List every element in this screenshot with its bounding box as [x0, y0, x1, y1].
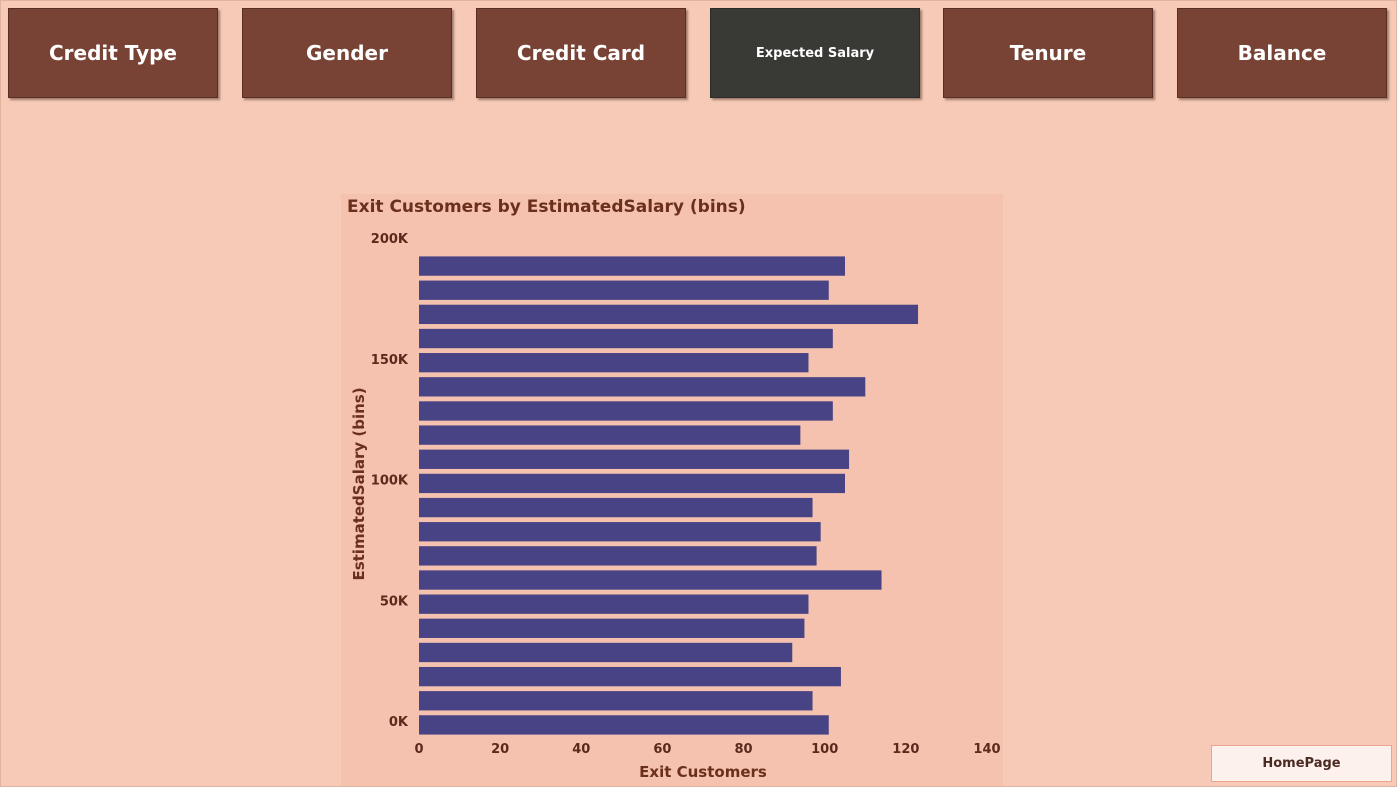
bar-bin-8[interactable]	[419, 522, 821, 542]
nav-button-credit-type[interactable]: Credit Type	[8, 8, 218, 98]
y-tick-label: 0K	[389, 715, 409, 730]
bar-bin-12[interactable]	[419, 425, 801, 445]
chart-title: Exit Customers by EstimatedSalary (bins)	[347, 197, 746, 217]
nav-button-gender[interactable]: Gender	[242, 8, 452, 98]
x-tick-label: 40	[572, 742, 590, 757]
bar-bin-13[interactable]	[419, 401, 833, 421]
nav-button-tenure[interactable]: Tenure	[943, 8, 1153, 98]
nav-button-credit-card[interactable]: Credit Card	[476, 8, 686, 98]
bar-bin-2[interactable]	[419, 666, 841, 687]
homepage-button[interactable]: HomePage	[1211, 745, 1392, 782]
bar-bin-7[interactable]	[419, 546, 817, 566]
nav-button-expected-salary[interactable]: Expected Salary	[710, 8, 920, 98]
y-axis-title: EstimatedSalary (bins)	[350, 387, 368, 580]
bar-bin-5[interactable]	[419, 594, 809, 614]
bar-bin-15[interactable]	[419, 353, 809, 373]
bar-bin-14[interactable]	[419, 377, 866, 397]
bar-bin-11[interactable]	[419, 449, 850, 469]
bar-bin-9[interactable]	[419, 497, 813, 518]
x-axis-title: Exit Customers	[639, 763, 767, 781]
bar-bin-0[interactable]	[419, 715, 829, 735]
x-tick-label: 0	[414, 742, 423, 757]
bar-bin-1[interactable]	[419, 691, 813, 711]
x-tick-label: 100	[811, 742, 838, 757]
bar-bin-10[interactable]	[419, 473, 845, 494]
y-tick-label: 200K	[371, 232, 409, 247]
x-tick-label: 60	[653, 742, 671, 757]
bar-bin-19[interactable]	[419, 256, 845, 276]
x-tick-label: 20	[491, 742, 509, 757]
bar-bin-6[interactable]	[419, 570, 882, 590]
bar-bin-17[interactable]	[419, 304, 919, 325]
bar-bin-16[interactable]	[419, 328, 833, 349]
y-tick-label: 100K	[371, 474, 409, 489]
bar-bin-18[interactable]	[419, 280, 829, 300]
x-tick-label: 120	[892, 742, 919, 757]
x-tick-label: 140	[973, 742, 1000, 757]
bar-bin-4[interactable]	[419, 618, 805, 638]
nav-button-balance[interactable]: Balance	[1177, 8, 1387, 98]
y-tick-label: 50K	[380, 594, 409, 609]
y-tick-label: 150K	[371, 353, 409, 368]
x-tick-label: 80	[735, 742, 753, 757]
bar-bin-3[interactable]	[419, 642, 793, 663]
